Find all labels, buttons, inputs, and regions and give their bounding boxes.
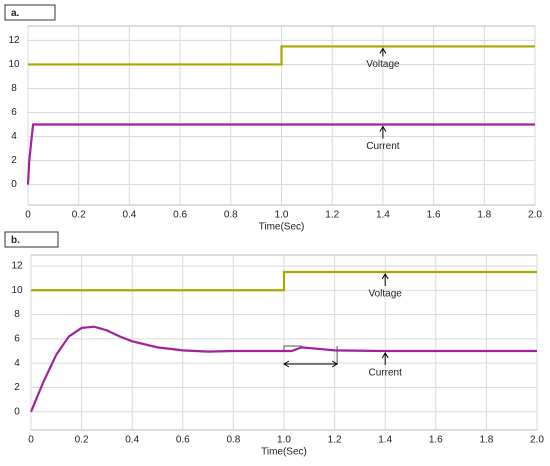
y-tick-label: 6 [14, 333, 20, 344]
x-tick-label: 1.2 [328, 435, 342, 446]
x-tick-label: 0 [25, 210, 31, 221]
series-line [28, 45, 535, 66]
x-tick-label: 1.4 [378, 435, 392, 446]
series-line [29, 325, 537, 413]
bracket-arrowhead [283, 360, 339, 368]
annotation-arrowhead [379, 47, 387, 54]
y-tick-label: 0 [14, 406, 20, 417]
x-tick-label: 1.0 [275, 210, 289, 221]
y-tick-label: 4 [11, 131, 17, 142]
x-tick-label: 2.0 [530, 435, 544, 446]
x-tick-label: 1.2 [325, 210, 339, 221]
x-tick-label: 0.6 [176, 435, 190, 446]
x-tick-label: 0.4 [122, 210, 136, 221]
y-tick-label: 8 [14, 309, 20, 320]
x-tick-label: 1.6 [429, 435, 443, 446]
y-tick-label: 12 [8, 35, 20, 46]
x-tick-label: 1.8 [479, 435, 493, 446]
annotation-text: Current [369, 368, 403, 379]
series-line [31, 270, 537, 292]
panel-label: a. [11, 8, 20, 19]
annotation-arrowhead [379, 125, 387, 132]
annotation-text: Voltage [366, 59, 400, 70]
x-tick-label: 1.0 [277, 435, 291, 446]
annotation-text: Current [366, 141, 400, 152]
y-tick-label: 10 [11, 285, 23, 296]
x-tick-label: 0.2 [72, 210, 86, 221]
x-tick-label: 2.0 [528, 210, 542, 221]
x-tick-label: 0.8 [226, 435, 240, 446]
x-tick-label: 0.4 [125, 435, 139, 446]
x-tick-label: 1.4 [376, 210, 390, 221]
x-tick-label: 1.8 [477, 210, 491, 221]
x-tick-label: 0.2 [75, 435, 89, 446]
y-tick-label: 6 [11, 107, 17, 118]
y-tick-label: 0 [11, 179, 17, 190]
y-tick-label: 2 [11, 155, 17, 166]
annotation-arrowhead [381, 352, 389, 359]
panel-label: b. [11, 235, 20, 246]
annotation-arrowhead [381, 273, 389, 280]
y-tick-label: 12 [11, 261, 23, 272]
y-tick-label: 4 [14, 358, 20, 369]
x-tick-label: 0.8 [224, 210, 238, 221]
x-axis-label: Time(Sec) [259, 222, 305, 233]
annotation-text: Voltage [369, 289, 403, 300]
panel-label-box [4, 231, 59, 248]
y-tick-label: 8 [11, 83, 17, 94]
x-axis-label: Time(Sec) [261, 447, 307, 458]
y-tick-label: 2 [14, 382, 20, 393]
series-line [26, 123, 535, 185]
x-tick-label: 1.6 [427, 210, 441, 221]
x-tick-label: 0.6 [173, 210, 187, 221]
bracket [283, 345, 302, 351]
y-tick-label: 10 [8, 59, 20, 70]
panel-label-box [4, 4, 56, 21]
x-tick-label: 0 [28, 435, 34, 446]
